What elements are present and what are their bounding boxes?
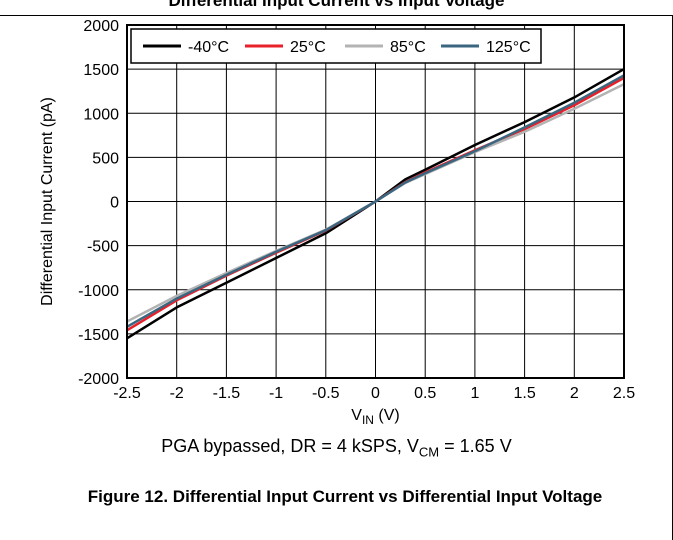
series-lines — [126, 68, 625, 340]
conditions-prefix: PGA bypassed, DR = 4 kSPS, V — [161, 436, 419, 456]
y-tick-label: -500 — [87, 239, 119, 256]
y-tick-label: 1500 — [83, 62, 119, 79]
test-conditions: PGA bypassed, DR = 4 kSPS, VCM = 1.65 V — [0, 436, 673, 460]
figure-caption: Figure 12. Differential Input Current vs… — [87, 487, 603, 506]
y-tick-label: -1500 — [78, 327, 119, 344]
y-axis-label: Differential Input Current (pA) — [39, 97, 56, 306]
x-tick-label: -2.5 — [113, 385, 141, 402]
conditions-subscript: CM — [418, 444, 440, 460]
y-tick-label: 1000 — [83, 106, 119, 123]
plot-frame — [126, 24, 625, 379]
legend-label: 85°C — [390, 39, 426, 56]
legend-label: 125°C — [486, 39, 531, 56]
x-tick-label: -0.5 — [312, 385, 340, 402]
series-line — [126, 74, 625, 328]
x-tick-label: 0.5 — [414, 385, 436, 402]
x-axis-label-subscript: IN — [362, 413, 374, 427]
x-tick-label: 1.5 — [513, 385, 535, 402]
y-tick-label: 0 — [110, 195, 119, 212]
x-tick-label: 2 — [570, 385, 579, 402]
x-axis-label-unit: (V) — [374, 407, 400, 424]
y-tick-label: 2000 — [83, 18, 119, 35]
x-tick-label: 2.5 — [613, 385, 635, 402]
x-tick-label: -1 — [269, 385, 283, 402]
chart: -2.5 -2 -1.5 -1 -0.5 0 0.5 1 1.5 2 2.5 -2000-1500-… — [39, 18, 635, 427]
y-tick-label: -2000 — [78, 371, 119, 388]
top-caption-fragment: Differential Input Current vs Input Volt… — [168, 0, 505, 10]
y-tick-label: 500 — [92, 150, 119, 167]
x-tick-label: -2 — [170, 385, 184, 402]
conditions-suffix: = 1.65 V — [439, 436, 512, 456]
y-tick-labels: -2000 -1500 -1000 -500 0 500 1000 1500 2000 — [78, 18, 119, 388]
legend: -40°C 25°C 85°C 125°C — [130, 28, 542, 64]
legend-label: -40°C — [188, 39, 229, 56]
x-tick-label: -1.5 — [213, 385, 241, 402]
x-axis-label: VIN (V) — [351, 407, 399, 427]
y-tick-label: -1000 — [78, 283, 119, 300]
x-tick-label: 1 — [470, 385, 479, 402]
x-tick-label: 0 — [371, 385, 380, 402]
x-tick-labels: -2.5 -2 -1.5 -1 -0.5 0 0.5 1 1.5 2 2.5 — [113, 385, 635, 402]
x-axis-label-main: V — [351, 407, 362, 424]
legend-label: 25°C — [290, 39, 326, 56]
top-rule — [0, 15, 673, 16]
